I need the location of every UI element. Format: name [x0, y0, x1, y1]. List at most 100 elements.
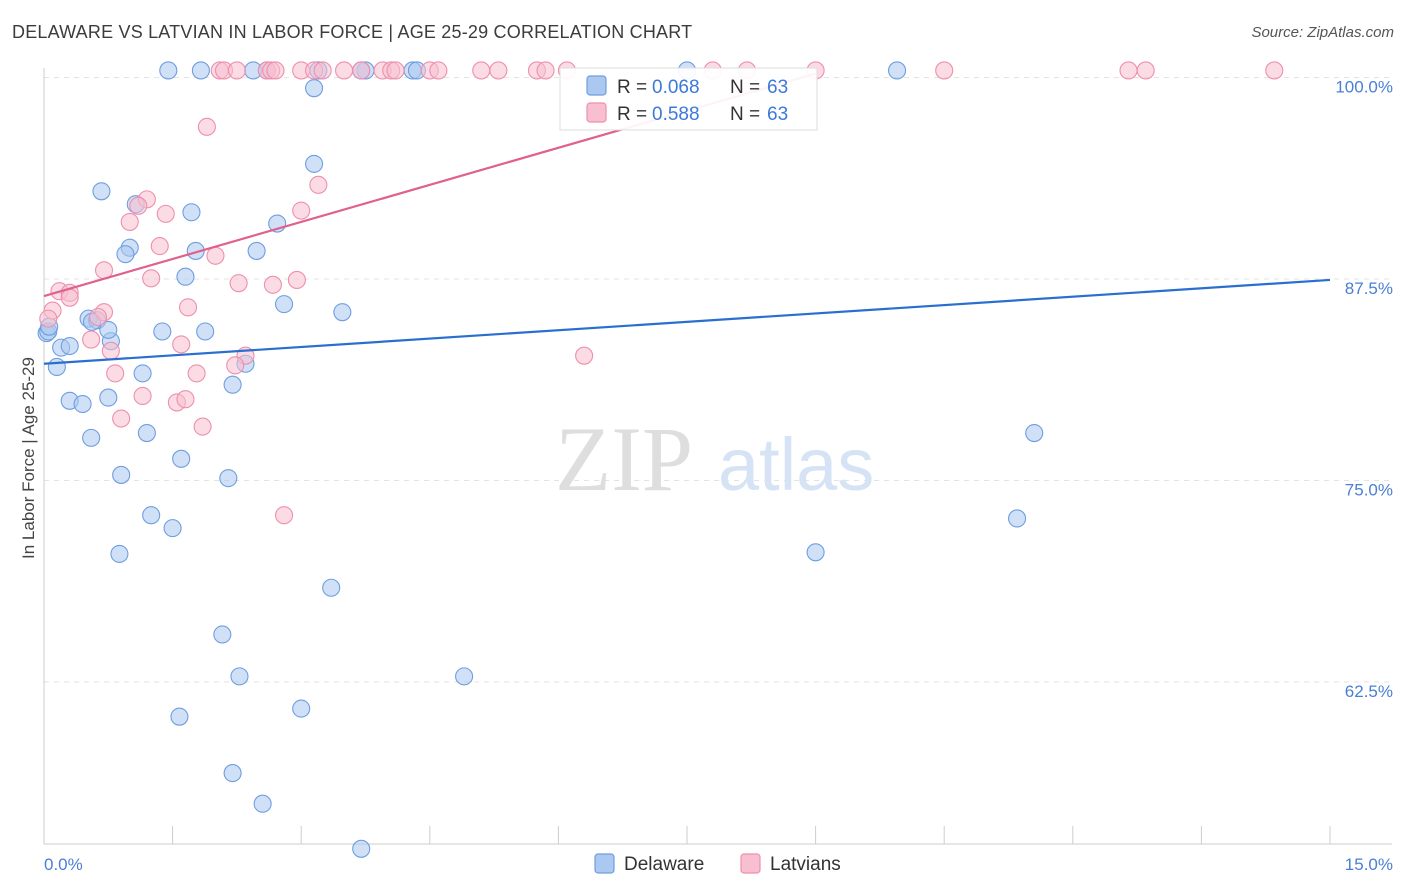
latvians-r-value: 0.588 [652, 104, 700, 125]
latvians-point-19 [536, 61, 555, 80]
legend-swatch-latvians [740, 853, 761, 874]
latvians-point-38 [142, 269, 161, 288]
delaware-r-label: R = [617, 77, 647, 98]
delaware-point-22 [275, 295, 294, 314]
chart-source: Source: ZipAtlas.com [1251, 24, 1394, 41]
latvians-point-45 [60, 288, 79, 307]
y-tick-label-0: 100.0% [1335, 78, 1393, 97]
latvians-point-2 [227, 61, 246, 80]
latvians-n-label: N = [730, 104, 760, 125]
delaware-point-10 [887, 61, 907, 80]
series-legend: Delaware Latvians [594, 853, 841, 875]
delaware-point-47 [163, 519, 182, 538]
delaware-point-0 [159, 61, 178, 80]
delaware-r-value: 0.068 [652, 77, 700, 98]
delaware-point-18 [116, 245, 135, 264]
latvians-point-9 [335, 61, 354, 80]
latvians-point-61 [112, 409, 131, 428]
latvians-point-41 [287, 270, 306, 289]
delaware-point-30 [196, 322, 215, 341]
delaware-point-37 [223, 375, 242, 394]
delaware-point-13 [92, 182, 111, 201]
watermark-atlas: atlas [718, 423, 874, 506]
latvians-points [39, 61, 1284, 525]
chart-title: DELAWARE VS LATVIAN IN LABOR FORCE | AGE… [12, 22, 693, 42]
latvians-point-35 [150, 237, 169, 256]
delaware-point-59 [253, 794, 272, 813]
delaware-point-42 [82, 428, 101, 447]
latvians-point-5 [266, 61, 285, 80]
latvians-point-51 [172, 335, 191, 354]
latvians-point-28 [197, 117, 216, 136]
delaware-point-49 [1008, 509, 1027, 528]
latvians-point-39 [229, 274, 248, 293]
delaware-point-41 [137, 423, 156, 443]
latvians-point-54 [226, 356, 245, 375]
latvians-point-58 [133, 386, 152, 406]
delaware-point-56 [292, 699, 311, 718]
latvians-point-63 [275, 506, 294, 525]
latvians-point-17 [489, 61, 508, 80]
delaware-point-54 [230, 667, 249, 686]
delaware-n-label: N = [730, 77, 760, 98]
delaware-point-58 [223, 764, 242, 783]
latvians-point-57 [187, 364, 206, 383]
tick-labels: 100.0% 87.5% 75.0% 62.5% 0.0% 15.0% [44, 78, 1393, 874]
latvians-point-50 [82, 330, 101, 349]
latvians-point-24 [935, 61, 954, 80]
delaware-point-15 [182, 203, 201, 222]
latvians-point-27 [1265, 61, 1284, 80]
delaware-point-33 [60, 336, 79, 356]
latvians-point-16 [472, 61, 491, 80]
latvians-point-46 [178, 298, 198, 317]
grid-lines [44, 77, 1392, 683]
delaware-point-39 [73, 394, 92, 414]
watermark: ZIP atlas [555, 408, 874, 510]
y-tick-label-3: 62.5% [1345, 682, 1393, 701]
latvians-point-52 [101, 341, 120, 360]
delaware-point-36 [133, 364, 152, 383]
axes [43, 68, 1392, 845]
delaware-point-29 [153, 322, 172, 341]
latvians-point-34 [120, 212, 139, 231]
delaware-point-44 [112, 465, 131, 484]
delaware-n-value: 63 [767, 77, 788, 98]
delaware-point-40 [99, 388, 118, 407]
latvians-point-49 [88, 307, 108, 327]
delaware-point-34 [47, 357, 66, 377]
y-tick-label-2: 75.0% [1345, 480, 1393, 499]
latvians-point-26 [1136, 61, 1155, 80]
watermark-zip: ZIP [555, 408, 693, 510]
delaware-point-20 [247, 241, 266, 260]
latvians-point-8 [313, 61, 332, 80]
delaware-point-55 [455, 667, 474, 686]
delaware-points [37, 61, 1044, 858]
latvians-point-60 [176, 390, 195, 409]
delaware-trend-line [43, 278, 1331, 365]
delaware-point-48 [1025, 423, 1044, 443]
latvians-point-56 [106, 364, 125, 383]
latvians-point-62 [193, 417, 212, 436]
legend-label-delaware: Delaware [624, 854, 704, 875]
delaware-point-12 [305, 154, 324, 173]
delaware-point-1 [191, 61, 210, 80]
delaware-point-23 [333, 303, 352, 322]
legend-label-latvians: Latvians [770, 854, 841, 875]
latvians-n-value: 63 [767, 104, 788, 125]
delaware-point-52 [322, 578, 341, 597]
delaware-point-57 [170, 707, 189, 726]
legend-swatch-delaware [594, 853, 615, 874]
latvians-point-36 [206, 246, 225, 265]
latvians-point-32 [156, 204, 175, 223]
latvians-point-31 [129, 196, 148, 215]
y-axis-label: In Labor Force | Age 25-29 [19, 357, 38, 559]
delaware-point-50 [110, 544, 129, 563]
delaware-point-31 [99, 320, 118, 339]
delaware-point-60 [352, 839, 371, 858]
latvians-point-55 [575, 346, 594, 365]
delaware-point-21 [176, 267, 195, 286]
delaware-point-51 [806, 543, 825, 562]
delaware-point-46 [142, 506, 161, 525]
latvians-point-29 [309, 175, 328, 194]
